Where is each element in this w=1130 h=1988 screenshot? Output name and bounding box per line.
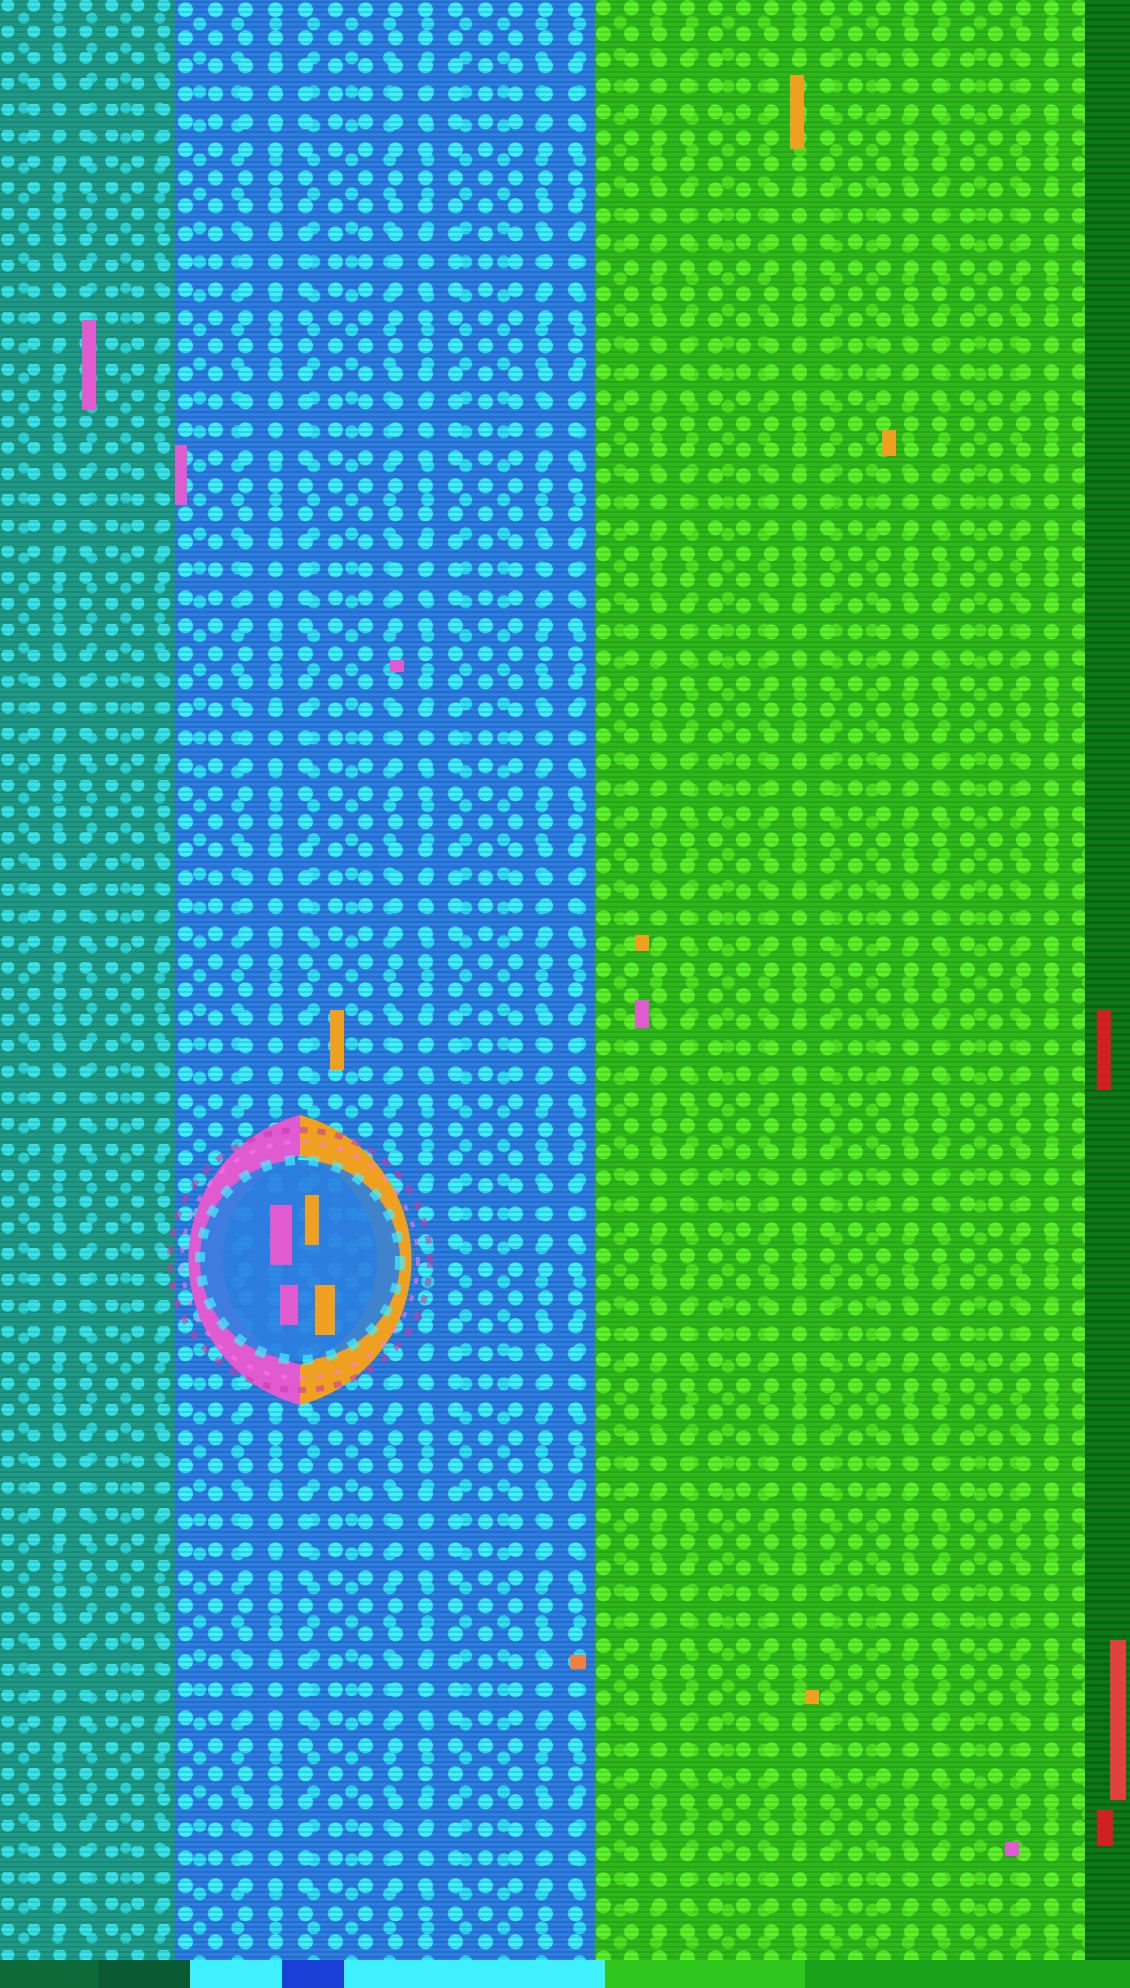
speck-red xyxy=(1110,1640,1126,1800)
speck-red xyxy=(1097,1010,1111,1090)
speck-orange xyxy=(570,1655,586,1669)
speck-pink xyxy=(1005,1842,1019,1856)
green-band xyxy=(595,0,1095,1988)
teal-band xyxy=(0,0,190,1988)
ring-shape-icon xyxy=(167,1115,433,1405)
speck-orange xyxy=(330,1010,344,1070)
speck-pink xyxy=(390,660,404,672)
blue-band xyxy=(175,0,605,1988)
speck-orange xyxy=(882,430,896,456)
speck-pink xyxy=(635,1000,649,1028)
speck-orange xyxy=(635,935,649,951)
speck-pink xyxy=(175,445,187,505)
bottom-strip xyxy=(0,1960,1130,1988)
speck-orange xyxy=(805,1690,819,1704)
speck-pink xyxy=(82,320,96,410)
speck-red xyxy=(1097,1810,1113,1846)
speck-orange xyxy=(790,75,804,149)
